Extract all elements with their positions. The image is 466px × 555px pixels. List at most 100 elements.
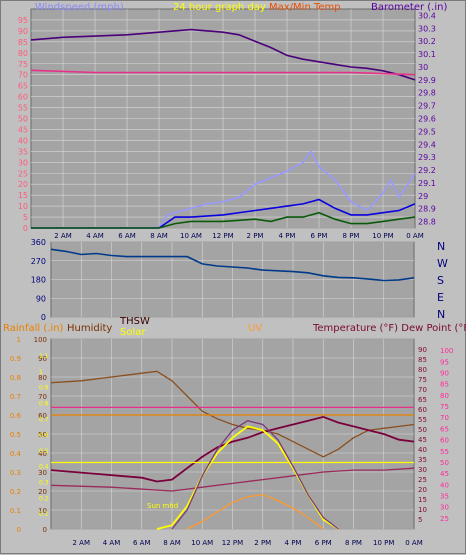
rainfall-tick-label: 1 (17, 336, 21, 344)
temperature-tick-label: 80 (418, 366, 427, 374)
wind-baro-grid (31, 9, 415, 229)
temperature-tick-label: 65 (418, 396, 427, 404)
temperature-tick-label: 90 (418, 346, 427, 354)
temperature-tick-label: 15 (418, 496, 427, 504)
direction-letter-e: E (437, 291, 444, 304)
humidity-tick-label: 80 (38, 374, 47, 382)
uv-index-line (186, 494, 324, 530)
x-tick-label: 8 PM (345, 539, 362, 547)
barometer-axis-title: Barometer (.in) (371, 2, 447, 13)
temperature-tick-label: 70 (418, 386, 427, 394)
x-tick-label: 2 AM (72, 539, 90, 547)
barometer-tick-label: 29.4 (418, 140, 436, 149)
solar-tick-label: 0.4 (39, 464, 49, 471)
windspeed-tick-label: 95 (18, 16, 28, 25)
direction-axis-ticks: 360 270 180 90 0 (31, 238, 46, 322)
rainfall-tick-label: 0.6 (10, 412, 22, 420)
direction-tick-label: 180 (31, 276, 46, 285)
thsw-line (50, 415, 415, 483)
humidity-tick-label: 20 (38, 488, 47, 496)
rainfall-axis-ticks: 1 0.9 0.8 0.7 0.6 0.5 0.4 0.3 0.2 0.1 0 (10, 336, 22, 534)
x-tick-label: 6 PM (311, 232, 328, 240)
barometer-tick-label: 29.7 (418, 102, 436, 111)
temperature-tick-label: 40 (418, 446, 427, 454)
rainfall-tick-label: 0.5 (10, 431, 21, 439)
solar-max-curve-line (171, 420, 339, 530)
windspeed-tick-label: 55 (18, 104, 28, 113)
barometer-axis-ticks: 30.4 30.3 30.2 30.1 30 29.9 29.8 29.7 29.6 29.5 29… (418, 11, 436, 226)
rainfall-axis-title: Rainfall (.in) (3, 323, 64, 334)
x-tick-label: 4 AM (86, 232, 104, 240)
dewpoint-tick-label: 35 (440, 492, 449, 500)
solar-legend-label: Solar (120, 327, 146, 338)
barometer-tick-label: 30.2 (418, 37, 436, 46)
barometer-tick-label: 30 (418, 63, 428, 72)
dewpoint-tick-label: 90 (440, 370, 449, 378)
temperature-tick-label: 50 (418, 426, 427, 434)
rainfall-tick-label: 0.7 (10, 393, 21, 401)
direction-letter-w: W (437, 257, 448, 270)
humidity-tick-label: 0 (43, 526, 47, 534)
x-tick-label: 6 PM (315, 539, 332, 547)
dewpoint-tick-label: 85 (440, 381, 449, 389)
direction-tick-label: 0 (41, 313, 46, 322)
rainfall-tick-label: 0.1 (10, 507, 21, 515)
direction-series (50, 248, 415, 282)
barometer-tick-label: 29.3 (418, 153, 436, 162)
barometer-tick-label: 30.3 (418, 24, 436, 33)
direction-letter-n-bottom: N (437, 308, 445, 321)
direction-letter-n-top: N (437, 240, 445, 253)
x-tick-label: 8 PM (343, 232, 360, 240)
thsw-legend-label: THSW (119, 316, 150, 327)
dewpoint-tick-label: 75 (440, 403, 449, 411)
humidity-tick-label: 30 (38, 469, 47, 477)
humidity-tick-label: 10 (38, 507, 47, 515)
windspeed-tick-label: 5 (23, 213, 28, 222)
windspeed-tick-label: 85 (18, 38, 28, 47)
humidity-tick-label: 70 (38, 393, 47, 401)
direction-grid (51, 241, 414, 318)
windspeed-tick-label: 30 (18, 158, 28, 167)
barometer-tick-label: 29 (418, 192, 428, 201)
dewpoint-tick-label: 25 (440, 515, 449, 523)
graph-day-label: 24 hour graph day (173, 2, 266, 13)
temperature-tick-label: 55 (418, 416, 427, 424)
solar-tick-label: 0.5 (39, 448, 49, 455)
humidity-tick-label: 50 (38, 431, 47, 439)
windspeed-tick-label: 75 (18, 60, 28, 69)
dewpoint-tick-label: 100 (440, 347, 453, 355)
barometer-tick-label: 28.8 (418, 218, 436, 227)
temperature-tick-label: 35 (418, 456, 427, 464)
humidity-axis-title: Humidity (67, 323, 112, 334)
x-tick-label: 4 PM (285, 539, 302, 547)
x-tick-label: 2 PM (247, 232, 264, 240)
windspeed-tick-label: 70 (18, 71, 28, 80)
solar-inner-axis-ticks: 1.1 1 0.9 0.8 0.7 0.6 0.5 0.4 0.3 0.2 0.1 (39, 353, 49, 518)
temperature-axis-ticks: 90 85 80 75 70 65 60 55 50 45 40 35 30 25 20 15 10 5 (418, 346, 427, 524)
x-tick-label: 12 PM (212, 232, 233, 240)
windspeed-tick-label: 15 (18, 191, 28, 200)
temperature-tick-label: 60 (418, 406, 427, 414)
wind-baro-series (30, 28, 416, 229)
humidity-tick-label: 100 (34, 336, 47, 344)
wind-average-line (31, 198, 416, 229)
weather-x-axis-ticks: 2 AM 4 AM 6 AM 8 AM 10 AM 12 PM 2 PM 4 PM 6 PM 8 … (72, 539, 422, 547)
temperature-max-min-line (30, 69, 416, 76)
x-tick-label: 4 AM (103, 539, 121, 547)
dewpoint-tick-label: 80 (440, 392, 449, 400)
x-tick-label: 6 AM (118, 232, 136, 240)
humidity-tick-label: 40 (38, 450, 47, 458)
barometer-tick-label: 30.4 (418, 11, 436, 20)
humidity-line (50, 370, 415, 458)
dewpoint-tick-label: 65 (440, 425, 449, 433)
barometer-tick-label: 29.9 (418, 76, 436, 85)
windspeed-tick-label: 80 (18, 49, 28, 58)
uv-legend-label: UV (248, 323, 262, 334)
dewpoint-tick-label: 30 (440, 504, 449, 512)
windspeed-tick-label: 40 (18, 136, 28, 145)
weather-series (50, 370, 415, 530)
temperature-legend-label: Max/Min Temp (269, 2, 341, 13)
barometer-tick-label: 29.6 (418, 115, 436, 124)
